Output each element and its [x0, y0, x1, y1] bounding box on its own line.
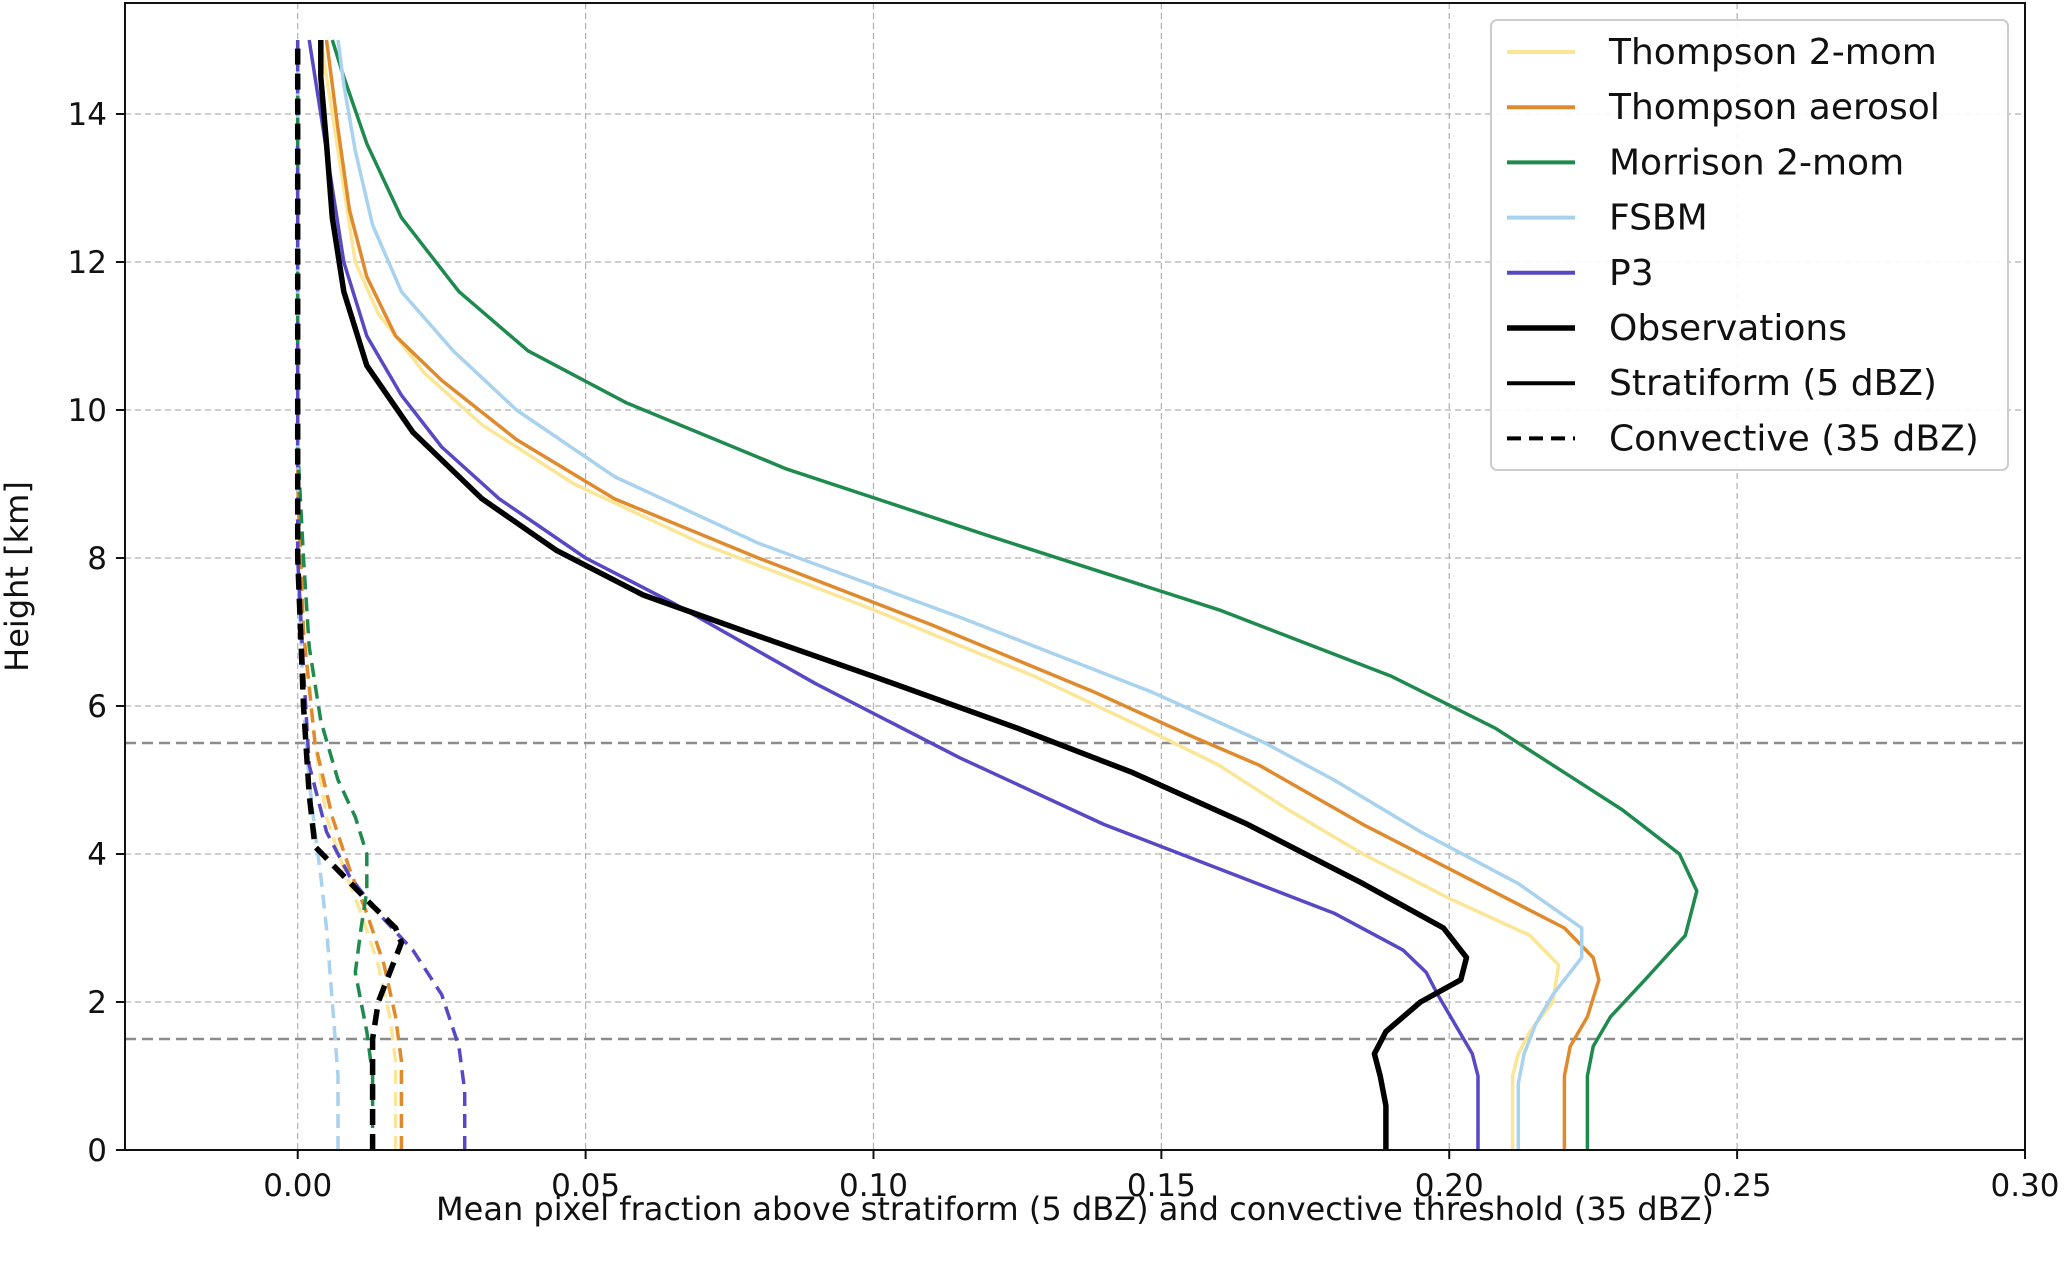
series-line-morrison-2-mom-convective — [295, 40, 375, 1150]
reference-lines — [125, 741, 2025, 1041]
x-tick-label: 0.05 — [551, 1168, 620, 1204]
x-tick-label: 0.25 — [1703, 1168, 1772, 1204]
legend-label: Thompson aerosol — [1608, 87, 1940, 128]
y-tick-label: 8 — [87, 541, 107, 577]
legend: Thompson 2-mom Thompson aerosol Morrison 2… — [1490, 19, 2009, 471]
x-axis-ticks: 0.00 0.05 0.10 0.15 0.20 0.25 0.30 — [263, 1150, 2060, 1204]
y-tick-label: 4 — [87, 837, 107, 873]
series-line-thompson-2-mom-stratiform — [319, 39, 1561, 1150]
legend-label: Thompson 2-mom — [1608, 32, 1937, 73]
legend-label: Morrison 2-mom — [1609, 142, 1904, 183]
y-tick-label: 12 — [68, 245, 107, 281]
y-tick-label: 2 — [87, 985, 107, 1021]
series-line-morrison-2-mom-stratiform — [330, 39, 1699, 1150]
y-axis-ticks: 0 2 4 6 8 10 12 14 — [68, 97, 125, 1169]
y-axis-label: Height [km] — [0, 481, 36, 672]
x-axis-label: Mean pixel fraction above stratiform (5 … — [436, 1190, 1714, 1228]
series-line-p3-stratiform — [307, 39, 1480, 1150]
x-tick-label: 0.15 — [1127, 1168, 1196, 1204]
legend-label: FSBM — [1609, 198, 1708, 239]
x-tick-label: 0.20 — [1415, 1168, 1484, 1204]
x-tick-label: 0.30 — [1990, 1168, 2059, 1204]
series — [294, 39, 1699, 1150]
y-tick-label: 10 — [68, 393, 107, 429]
y-tick-label: 14 — [68, 97, 107, 133]
y-tick-label: 0 — [87, 1133, 107, 1169]
legend-label: P3 — [1609, 253, 1654, 294]
y-tick-label: 6 — [87, 689, 107, 725]
series-line-p3-convective — [295, 40, 467, 1150]
legend-label: Observations — [1609, 308, 1847, 349]
legend-label: Stratiform (5 dBZ) — [1609, 363, 1937, 404]
legend-label: Convective (35 dBZ) — [1609, 418, 1979, 459]
legend-box — [1490, 19, 2009, 471]
series-line-thompson-aerosol-convective — [295, 40, 404, 1150]
plot-frame — [124, 2, 2026, 1151]
series-line-thompson-aerosol-stratiform — [324, 39, 1601, 1150]
series-line-observations-stratiform — [318, 40, 1470, 1150]
series-line-fsbm-stratiform — [336, 39, 1584, 1150]
x-tick-label: 0.10 — [839, 1168, 908, 1204]
x-tick-label: 0.00 — [263, 1168, 332, 1204]
